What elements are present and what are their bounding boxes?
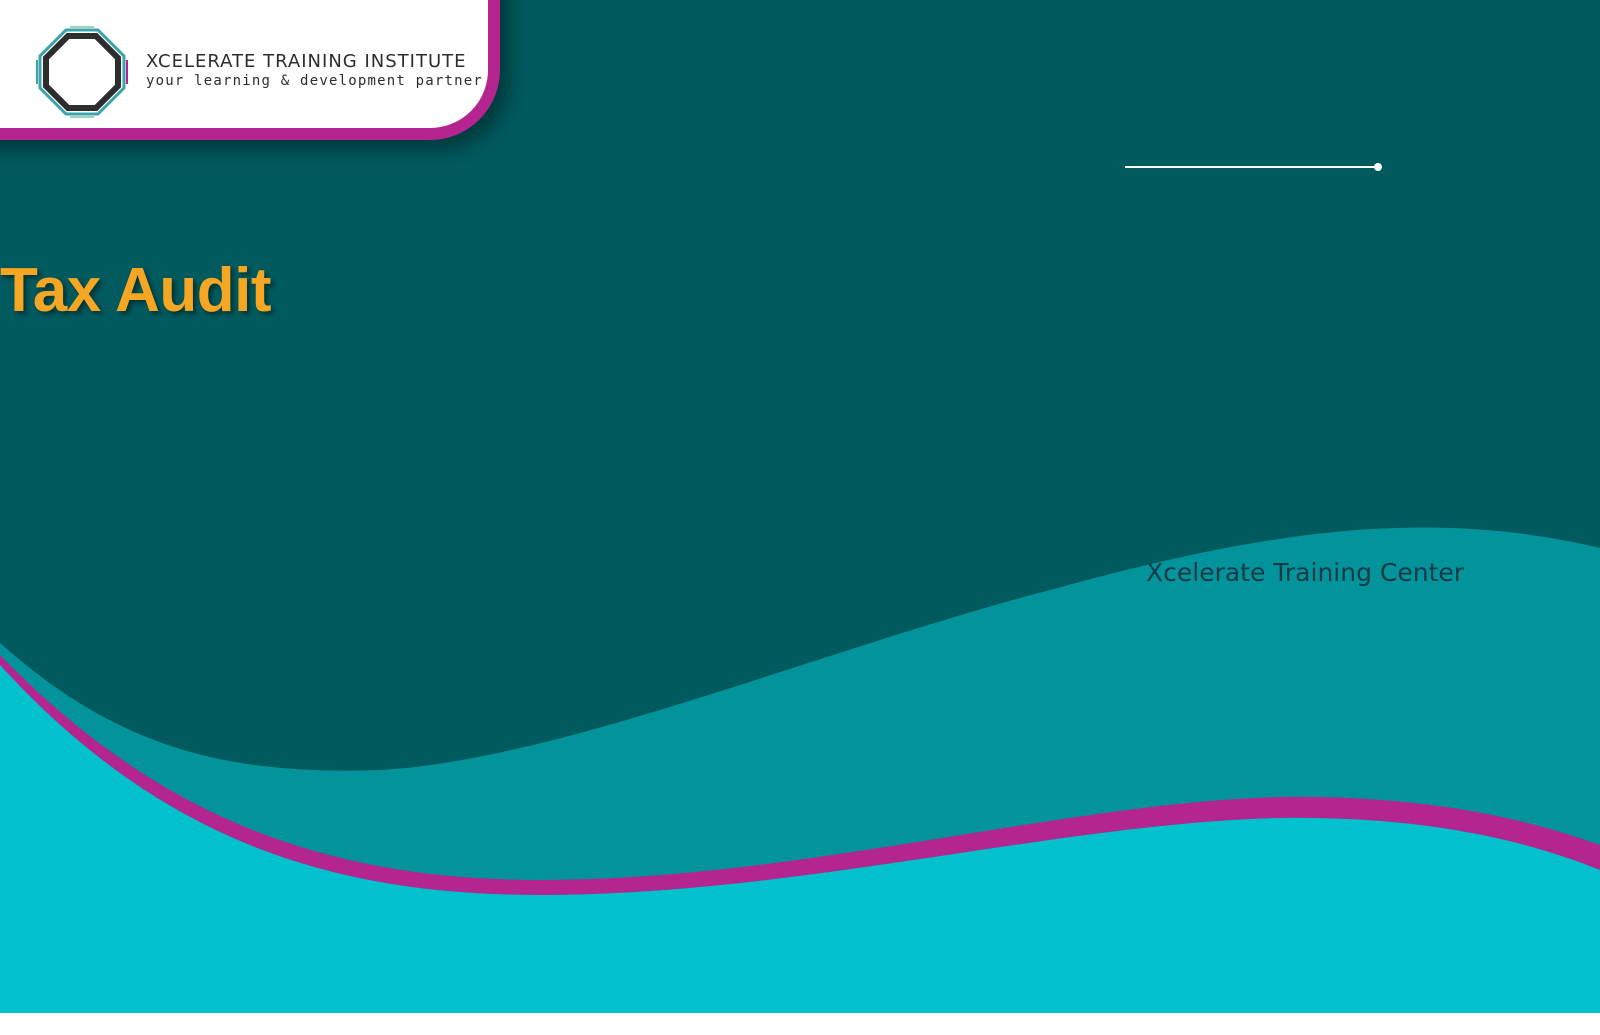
title-slide: XCELERATE TRAINING INSTITUTE your learni… [0,0,1600,1013]
decorative-rule [1125,166,1380,168]
slide-title: Tax Audit [0,256,272,325]
brand-tagline: your learning & development partner [146,73,484,89]
octagon-logo-icon [36,26,128,118]
logo-card [0,0,500,140]
brand-name: XCELERATE TRAINING INSTITUTE [146,51,467,72]
rule-dot-icon [1374,163,1382,171]
slide-subtitle: Xcelerate Training Center [1146,558,1465,587]
bottom-margin [0,1013,1600,1035]
wave-light-teal [0,665,1600,1013]
wave-background [0,527,1600,1013]
